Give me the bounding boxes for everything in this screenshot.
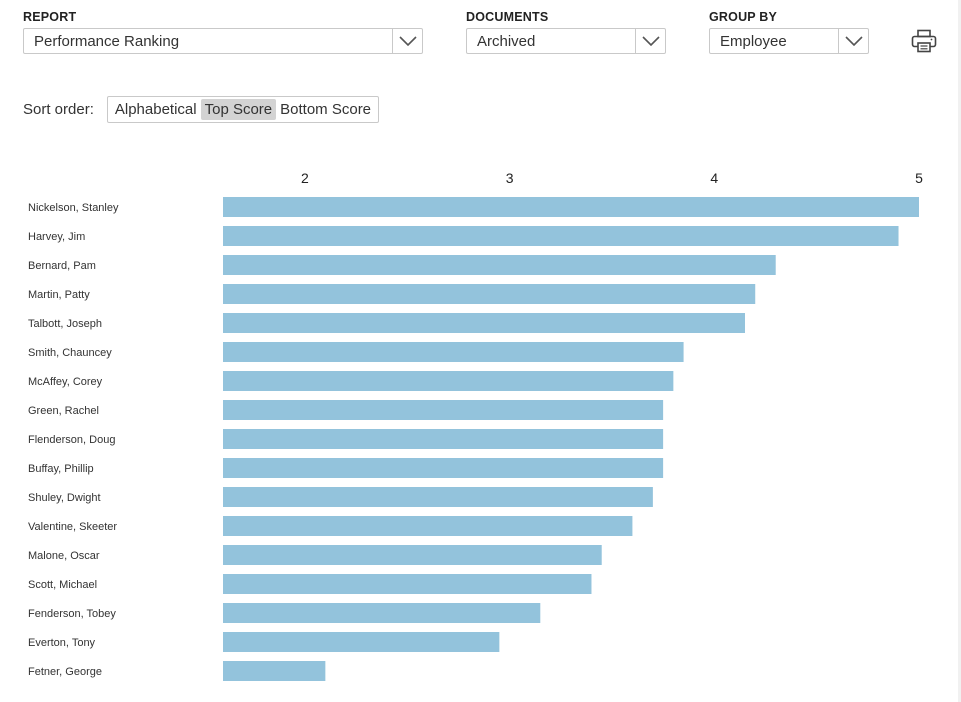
print-button[interactable]	[910, 27, 938, 55]
documents-filter: DOCUMENTS Archived	[466, 9, 666, 54]
category-label: Smith, Chauncey	[28, 347, 112, 359]
right-divider	[958, 0, 961, 702]
category-label: Bernard, Pam	[28, 260, 96, 272]
chevron-down-icon[interactable]	[838, 29, 868, 53]
category-label: Everton, Tony	[28, 637, 96, 649]
group-by-filter: GROUP BY Employee	[709, 9, 869, 54]
report-label: REPORT	[23, 10, 77, 24]
category-label: Buffay, Phillip	[28, 463, 94, 475]
documents-label: DOCUMENTS	[466, 10, 549, 24]
chevron-down-icon[interactable]	[392, 29, 422, 53]
category-label: Valentine, Skeeter	[28, 521, 117, 533]
bar[interactable]	[223, 516, 633, 536]
sort-option-top-score[interactable]: Top Score	[200, 99, 277, 120]
bar[interactable]	[223, 603, 541, 623]
sort-order-control: Sort order: Alphabetical Top Score Botto…	[23, 96, 380, 123]
bar[interactable]	[223, 342, 684, 362]
report-filter: REPORT Performance Ranking	[23, 9, 423, 54]
sort-order-toggle: Alphabetical Top Score Bottom Score	[106, 96, 380, 123]
category-label: Fetner, George	[28, 666, 102, 678]
category-label: Harvey, Jim	[28, 231, 85, 243]
bar[interactable]	[223, 371, 674, 391]
bar[interactable]	[223, 400, 664, 420]
bar[interactable]	[223, 458, 664, 478]
bar[interactable]	[223, 226, 899, 246]
group-by-label: GROUP BY	[709, 10, 778, 24]
category-label: Flenderson, Doug	[28, 434, 115, 446]
report-select-value: Performance Ranking	[34, 33, 180, 50]
bar[interactable]	[223, 313, 745, 333]
bar[interactable]	[223, 197, 919, 217]
category-label: Fenderson, Tobey	[28, 608, 116, 620]
sort-order-label: Sort order:	[23, 101, 94, 118]
category-label: McAffey, Corey	[28, 376, 103, 388]
x-tick-label: 2	[301, 170, 309, 186]
category-label: Martin, Patty	[28, 289, 90, 301]
sort-option-bottom-score[interactable]: Bottom Score	[280, 101, 372, 118]
bar[interactable]	[223, 255, 776, 275]
category-label: Malone, Oscar	[28, 550, 100, 562]
category-label: Nickelson, Stanley	[28, 202, 119, 214]
bar[interactable]	[223, 574, 592, 594]
documents-select[interactable]: Archived	[466, 28, 666, 54]
group-by-select-value: Employee	[720, 33, 787, 50]
x-tick-label: 3	[506, 170, 514, 186]
x-tick-label: 5	[915, 170, 923, 186]
category-label: Talbott, Joseph	[28, 318, 102, 330]
bar[interactable]	[223, 284, 756, 304]
performance-bar-chart: 2 3 4 5 Nickelson, Stanley Harvey, Jim Bernard…	[28, 170, 923, 681]
bar[interactable]	[223, 661, 326, 681]
category-label: Shuley, Dwight	[28, 492, 101, 504]
group-by-select[interactable]: Employee	[709, 28, 869, 54]
sort-option-alphabetical[interactable]: Alphabetical	[114, 101, 197, 118]
bar[interactable]	[223, 545, 602, 565]
report-select[interactable]: Performance Ranking	[23, 28, 423, 54]
category-label: Green, Rachel	[28, 405, 99, 417]
printer-icon	[911, 29, 937, 53]
chevron-down-icon[interactable]	[635, 29, 665, 53]
category-label: Scott, Michael	[28, 579, 97, 591]
bar[interactable]	[223, 632, 500, 652]
documents-select-value: Archived	[477, 33, 536, 50]
bar[interactable]	[223, 487, 653, 507]
bar[interactable]	[223, 429, 664, 449]
x-tick-label: 4	[710, 170, 718, 186]
